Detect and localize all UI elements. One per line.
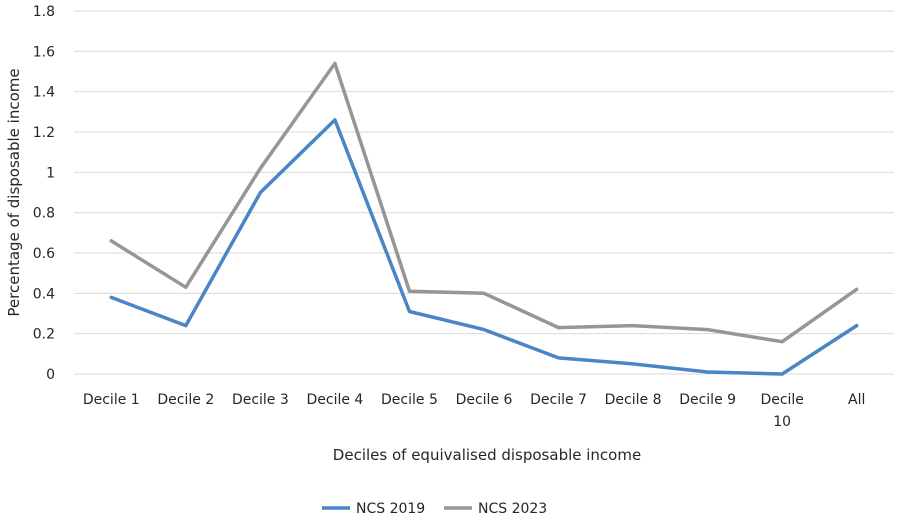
legend-label: NCS 2019: [356, 501, 425, 517]
y-tick-label: 1.8: [33, 4, 55, 20]
series-line-1: [109, 118, 859, 376]
x-tick-label: Decile 6: [456, 392, 513, 408]
y-tick-label: 1.2: [33, 125, 55, 141]
y-tick-label: 0.2: [33, 327, 55, 343]
x-tick-label: Decile 8: [605, 392, 662, 408]
x-tick-label: Decile 7: [530, 392, 587, 408]
gridlines: [74, 10, 894, 375]
y-tick-label: 1: [46, 165, 55, 181]
series-lines: [109, 61, 859, 376]
y-axis-title: Percentage of disposable income: [5, 68, 23, 316]
y-tick-label: 1.6: [33, 44, 55, 60]
x-axis-ticks: Decile 1 Decile 2 Decile 3 Decile 4 Decile 5…: [83, 392, 866, 430]
y-axis-ticks: 0 0.2 0.4 0.6 0.8 1 1.2 1.4 1.6 1.8: [33, 4, 55, 383]
y-tick-label: 0.4: [33, 286, 55, 302]
x-tick-label: Decile 4: [306, 392, 363, 408]
x-axis-title: Deciles of equivalised disposable income: [333, 446, 641, 464]
legend-label: NCS 2023: [478, 501, 547, 517]
x-tick-label: Decile 2: [157, 392, 214, 408]
x-tick-label: Decile 1: [83, 392, 140, 408]
x-tick-label: Decile 3: [232, 392, 289, 408]
x-tick-label: Decile 5: [381, 392, 438, 408]
x-tick-label: Decile 10: [760, 392, 803, 430]
y-tick-label: 0.8: [33, 206, 55, 222]
legend: NCS 2019 NCS 2023: [322, 501, 547, 517]
y-tick-label: 1.4: [33, 85, 55, 101]
y-tick-label: 0.6: [33, 246, 55, 262]
y-tick-label: 0: [46, 367, 55, 383]
series-line-2: [109, 61, 859, 344]
x-tick-label: All: [848, 392, 865, 408]
x-tick-label: Decile 9: [679, 392, 736, 408]
